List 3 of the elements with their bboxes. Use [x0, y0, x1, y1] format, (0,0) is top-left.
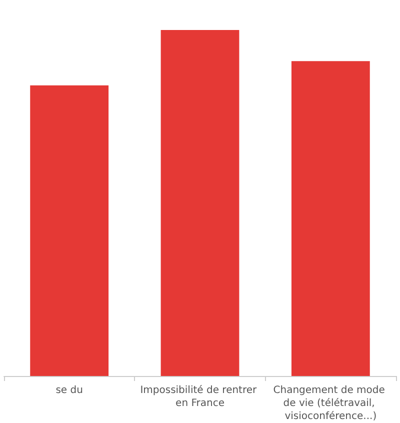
- x-tick-label: se du: [56, 385, 83, 396]
- x-tick-label: Impossibilité de rentrer en France: [140, 385, 260, 409]
- x-tick-label: Changement de mode de vie (télétravail, visioconférence...): [273, 385, 388, 422]
